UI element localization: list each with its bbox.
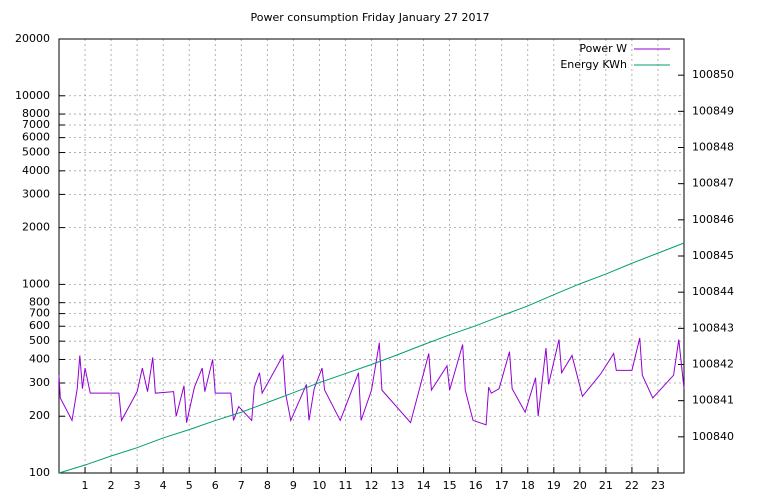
x-tick-label: 8 xyxy=(264,479,271,492)
y-tick-label: 2000 xyxy=(22,221,50,234)
chart-title: Power consumption Friday January 27 2017 xyxy=(251,11,490,24)
series-line xyxy=(58,337,685,426)
y2-tick-label: 100844 xyxy=(692,285,734,298)
plot-frame xyxy=(58,38,685,474)
y-tick-label: 200 xyxy=(29,409,50,422)
x-tick-label: 3 xyxy=(134,479,141,492)
x-tick-label: 17 xyxy=(495,479,509,492)
y-tick-label: 700 xyxy=(29,307,50,320)
x-tick-label: 18 xyxy=(521,479,535,492)
y-tick-label: 4000 xyxy=(22,164,50,177)
y-tick-label: 8000 xyxy=(22,107,50,120)
y2-tick-label: 100849 xyxy=(692,104,734,117)
y-tick-label: 1000 xyxy=(22,277,50,290)
y2-tick-label: 100848 xyxy=(692,141,734,154)
x-tick-label: 12 xyxy=(365,479,379,492)
x-tick-label: 11 xyxy=(338,479,352,492)
y-tick-label: 100 xyxy=(29,466,50,479)
y2-tick-label: 100846 xyxy=(692,213,734,226)
y-tick-label: 6000 xyxy=(22,131,50,144)
x-tick-label: 6 xyxy=(212,479,219,492)
y-tick-label: 300 xyxy=(29,376,50,389)
x-tick-label: 5 xyxy=(186,479,193,492)
x-tick-label: 15 xyxy=(443,479,457,492)
y-tick-label: 7000 xyxy=(22,118,50,131)
x-tick-label: 10 xyxy=(312,479,326,492)
x-tick-label: 14 xyxy=(417,479,431,492)
legend-label: Energy KWh xyxy=(560,58,627,71)
x-tick-label: 19 xyxy=(547,479,561,492)
legend-label: Power W xyxy=(579,42,627,55)
y-tick-label: 5000 xyxy=(22,146,50,159)
y-tick-label: 500 xyxy=(29,334,50,347)
y-tick-label: 600 xyxy=(29,319,50,332)
x-tick-label: 7 xyxy=(238,479,245,492)
x-tick-label: 13 xyxy=(391,479,405,492)
x-tick-label: 20 xyxy=(573,479,587,492)
y2-tick-label: 100843 xyxy=(692,321,734,334)
x-tick-label: 9 xyxy=(290,479,297,492)
x-tick-label: 21 xyxy=(599,479,613,492)
y2-tick-label: 100842 xyxy=(692,358,734,371)
y2-tick-label: 100840 xyxy=(692,430,734,443)
y2-tick-label: 100847 xyxy=(692,177,734,190)
series-line xyxy=(58,242,685,474)
x-tick-label: 2 xyxy=(108,479,115,492)
y-tick-label: 10000 xyxy=(15,89,50,102)
y2-tick-label: 100850 xyxy=(692,68,734,81)
y2-tick-label: 100841 xyxy=(692,394,734,407)
y2-tick-label: 100845 xyxy=(692,249,734,262)
y-tick-label: 400 xyxy=(29,352,50,365)
x-tick-label: 1 xyxy=(82,479,89,492)
y-tick-label: 3000 xyxy=(22,187,50,200)
x-tick-label: 4 xyxy=(160,479,167,492)
y-tick-label: 20000 xyxy=(15,32,50,45)
x-tick-label: 16 xyxy=(469,479,483,492)
y-tick-label: 800 xyxy=(29,296,50,309)
x-tick-label: 22 xyxy=(625,479,639,492)
x-tick-label: 23 xyxy=(651,479,665,492)
